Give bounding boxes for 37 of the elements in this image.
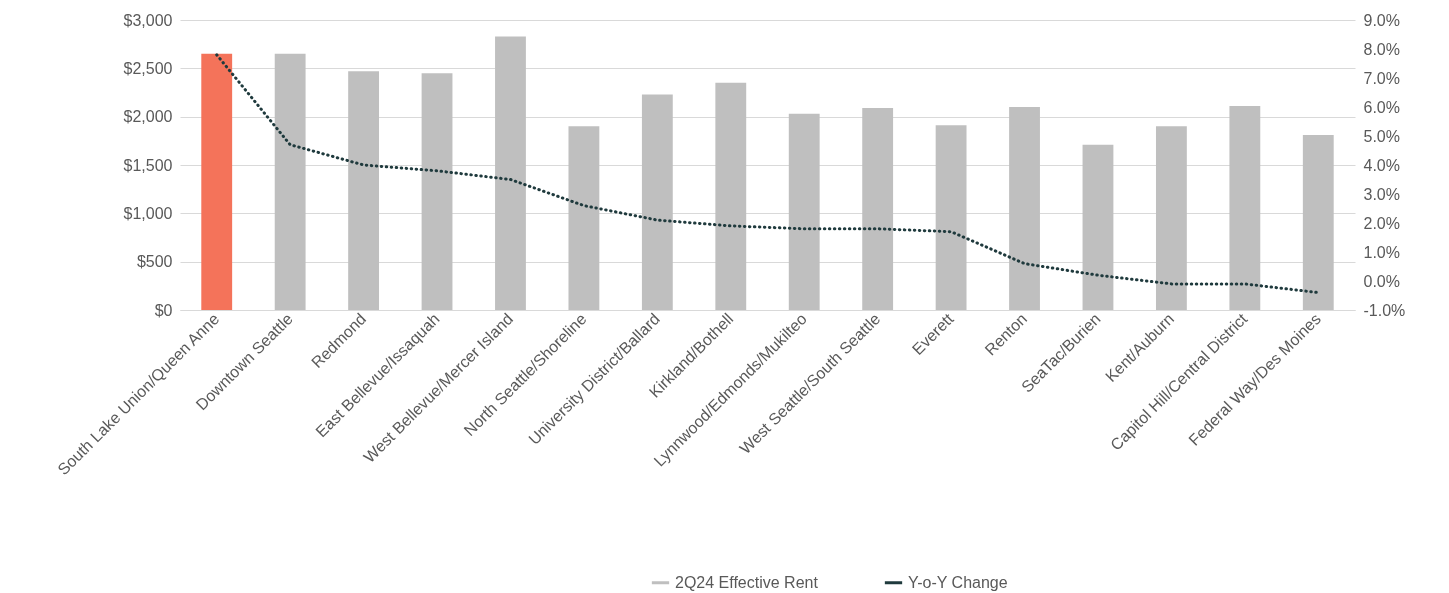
y2-tick-label: 9.0% <box>1363 11 1400 29</box>
y2-tick-label: 2.0% <box>1363 214 1400 232</box>
y-tick-label: $2,500 <box>123 59 173 77</box>
bar <box>568 126 600 310</box>
bar <box>715 82 747 310</box>
y2-tick-label: 4.0% <box>1363 156 1400 174</box>
y2-tick-label: 6.0% <box>1363 98 1400 116</box>
line-series <box>215 53 1320 295</box>
y2-tick-label: -1.0% <box>1363 301 1406 319</box>
legend-label: Y-o-Y Change <box>908 573 1008 591</box>
bar <box>788 113 820 310</box>
bar <box>1302 135 1334 310</box>
bar <box>1009 107 1040 310</box>
y2-tick-label: 3.0% <box>1363 185 1400 203</box>
bar <box>1229 106 1261 310</box>
bar <box>1155 126 1187 310</box>
bar <box>495 36 526 310</box>
y-tick-label: $1,500 <box>123 156 173 174</box>
y2-tick-label: 1.0% <box>1363 243 1400 261</box>
bar <box>348 71 380 310</box>
bar <box>862 107 894 310</box>
y-tick-label: $1,000 <box>123 204 173 222</box>
bar <box>641 94 673 310</box>
bar <box>274 53 306 310</box>
y-tick-label: $500 <box>136 253 173 271</box>
y-tick-label: $3,000 <box>123 11 173 29</box>
bar <box>201 53 233 310</box>
y2-tick-label: 7.0% <box>1363 69 1400 87</box>
bar <box>935 125 967 310</box>
y-tick-label: $2,000 <box>123 108 173 126</box>
bar <box>1082 144 1114 310</box>
y2-tick-label: 0.0% <box>1363 272 1400 290</box>
legend-label: 2Q24 Effective Rent <box>675 573 819 591</box>
y2-tick-label: 5.0% <box>1363 127 1400 145</box>
bar <box>421 73 453 310</box>
y2-tick-label: 8.0% <box>1363 40 1400 58</box>
y-tick-label: $0 <box>154 301 173 319</box>
